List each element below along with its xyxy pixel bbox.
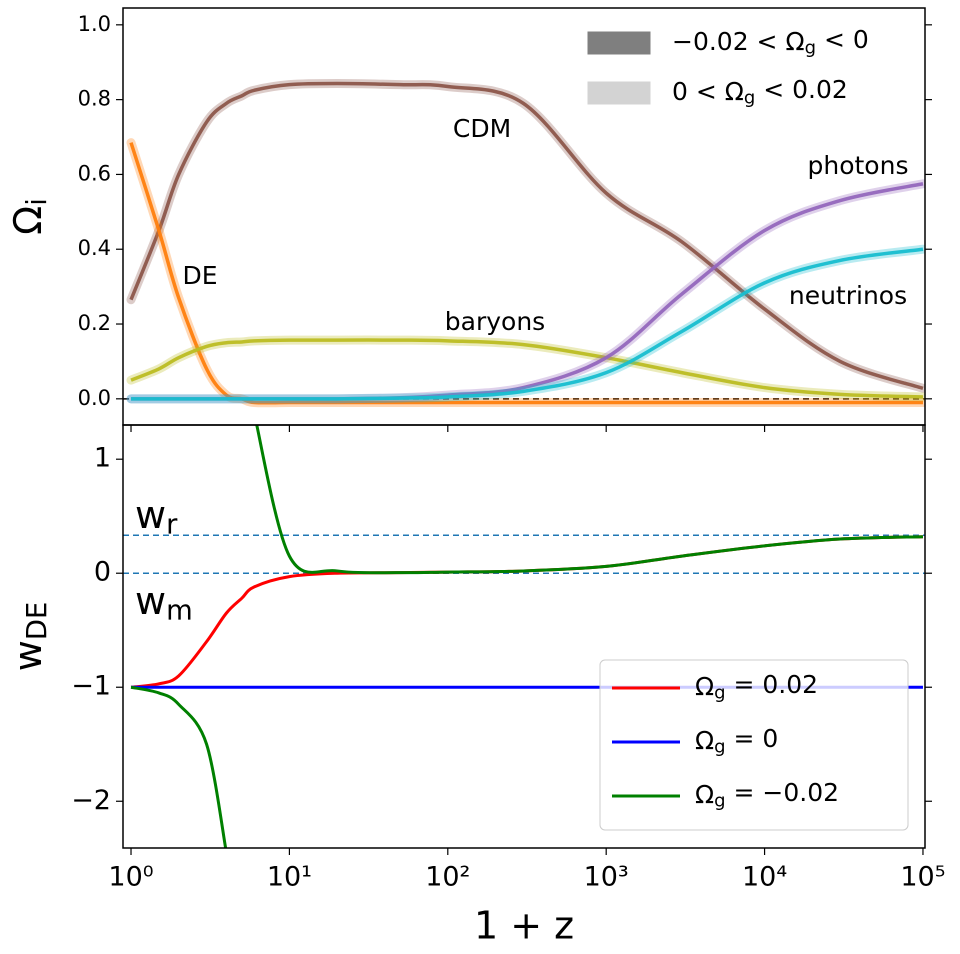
curve-label: CDM: [453, 114, 511, 143]
top-plot-area: [123, 79, 925, 408]
curve-label: baryons: [445, 307, 545, 336]
legend-label: Ωg = 0: [695, 724, 778, 758]
x-tick-label: 10³: [584, 862, 629, 893]
legend-box: [599, 659, 909, 831]
y-tick-label: 0.0: [78, 386, 111, 410]
legend-swatch: [587, 81, 651, 105]
legend-label: −0.02 < Ωg < 0: [672, 25, 869, 59]
y-tick-label: 1.0: [78, 12, 111, 36]
x-tick-label: 10⁴: [742, 862, 787, 893]
x-tick-label: 10¹: [267, 862, 312, 893]
density-curve: [129, 142, 923, 405]
x-tick-label: 10²: [425, 862, 470, 893]
legend-label: Ωg = 0.02: [695, 670, 818, 704]
curve-label: DE: [182, 261, 217, 290]
y-tick-label: 0.2: [78, 311, 111, 335]
y-tick-label: 1: [94, 443, 111, 474]
y-axis-label: wDE: [6, 602, 53, 671]
y-axis-label: Ωi: [6, 198, 53, 235]
y-tick-label: −1: [71, 671, 111, 702]
eos-curve: [130, 425, 924, 848]
axes: 0.0 0.2 0.4 0.6 0.8 1.0 Ωi CDM DE baryons photons n…: [6, 7, 946, 948]
x-axis-label: 1 + z: [474, 904, 574, 948]
x-tick-label: 10⁰: [108, 862, 153, 893]
reference-label: wm: [135, 579, 193, 626]
panel-frame: [122, 424, 926, 849]
curve-label: photons: [808, 151, 909, 180]
legend-label: Ωg = −0.02: [695, 778, 839, 812]
y-tick-label: −2: [71, 785, 111, 816]
density-curve: [130, 338, 924, 399]
legend-swatch: [587, 31, 651, 55]
curve-label: neutrinos: [789, 281, 907, 310]
y-tick-label: 0.8: [78, 87, 111, 111]
reference-label: wr: [135, 493, 178, 540]
y-tick-label: 0.4: [78, 236, 111, 260]
density-curve: [131, 247, 924, 401]
legend-label: 0 < Ωg < 0.02: [672, 75, 848, 109]
y-tick-label: 0: [94, 557, 111, 588]
x-tick-label: 10⁵: [900, 862, 945, 893]
density-curve: [129, 81, 924, 391]
y-tick-label: 0.6: [78, 161, 111, 185]
